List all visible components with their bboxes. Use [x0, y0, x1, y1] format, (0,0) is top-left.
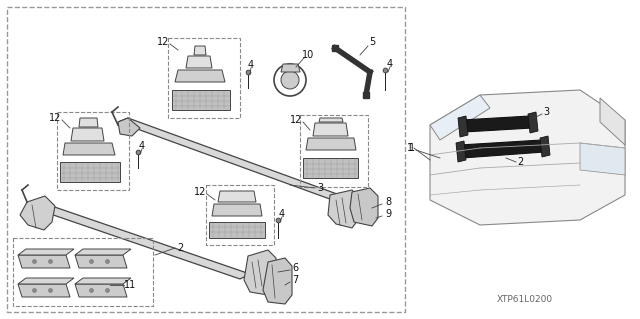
- Polygon shape: [263, 258, 292, 304]
- Bar: [57, 112, 129, 190]
- Polygon shape: [319, 118, 343, 122]
- Text: 2: 2: [517, 157, 523, 167]
- Text: 9: 9: [385, 209, 391, 219]
- Polygon shape: [430, 90, 625, 225]
- Polygon shape: [186, 56, 212, 68]
- Polygon shape: [175, 70, 225, 82]
- Polygon shape: [18, 249, 74, 255]
- Polygon shape: [75, 249, 131, 255]
- Text: 4: 4: [279, 209, 285, 219]
- Polygon shape: [462, 116, 532, 132]
- Text: 8: 8: [385, 197, 391, 207]
- Polygon shape: [18, 284, 70, 297]
- Polygon shape: [580, 143, 625, 175]
- Text: 2: 2: [177, 243, 183, 253]
- Polygon shape: [75, 284, 127, 297]
- Polygon shape: [30, 202, 250, 279]
- Text: 5: 5: [369, 37, 375, 47]
- Polygon shape: [313, 123, 348, 136]
- Text: 1: 1: [409, 143, 415, 153]
- Circle shape: [281, 71, 299, 89]
- Polygon shape: [281, 64, 300, 72]
- Text: 7: 7: [292, 275, 298, 285]
- Polygon shape: [212, 204, 262, 216]
- Polygon shape: [18, 278, 74, 284]
- Polygon shape: [75, 255, 127, 268]
- Text: 12: 12: [290, 115, 302, 125]
- Bar: [206, 185, 274, 245]
- Bar: [300, 115, 368, 187]
- Polygon shape: [75, 278, 131, 284]
- Polygon shape: [20, 196, 55, 230]
- Bar: [168, 38, 240, 118]
- Polygon shape: [460, 140, 544, 158]
- Polygon shape: [303, 158, 358, 178]
- Polygon shape: [118, 118, 140, 136]
- Polygon shape: [172, 90, 230, 110]
- Text: 1: 1: [407, 143, 413, 153]
- Polygon shape: [328, 190, 360, 228]
- Polygon shape: [194, 46, 206, 55]
- Text: 6: 6: [292, 263, 298, 273]
- Text: 12: 12: [49, 113, 61, 123]
- Polygon shape: [18, 255, 70, 268]
- Polygon shape: [63, 143, 115, 155]
- Polygon shape: [79, 118, 98, 127]
- Text: 4: 4: [248, 60, 254, 70]
- Text: 3: 3: [543, 107, 549, 117]
- Bar: [7, 7, 405, 312]
- Polygon shape: [71, 128, 104, 141]
- Polygon shape: [456, 141, 466, 162]
- Text: 12: 12: [194, 187, 206, 197]
- Polygon shape: [244, 250, 276, 295]
- Polygon shape: [60, 162, 120, 182]
- Polygon shape: [218, 191, 256, 202]
- Polygon shape: [528, 112, 538, 133]
- Text: XTP61L0200: XTP61L0200: [497, 295, 553, 305]
- Text: 12: 12: [157, 37, 169, 47]
- Text: 10: 10: [302, 50, 314, 60]
- Text: 4: 4: [139, 141, 145, 151]
- Polygon shape: [306, 138, 356, 150]
- Text: 11: 11: [124, 280, 136, 290]
- Polygon shape: [350, 188, 378, 226]
- Polygon shape: [458, 116, 468, 137]
- Polygon shape: [600, 98, 625, 145]
- Polygon shape: [118, 118, 348, 202]
- Polygon shape: [430, 95, 490, 140]
- Text: 3: 3: [317, 183, 323, 193]
- Polygon shape: [209, 222, 265, 238]
- Polygon shape: [540, 136, 550, 157]
- Bar: [13, 238, 153, 306]
- Text: 4: 4: [387, 59, 393, 69]
